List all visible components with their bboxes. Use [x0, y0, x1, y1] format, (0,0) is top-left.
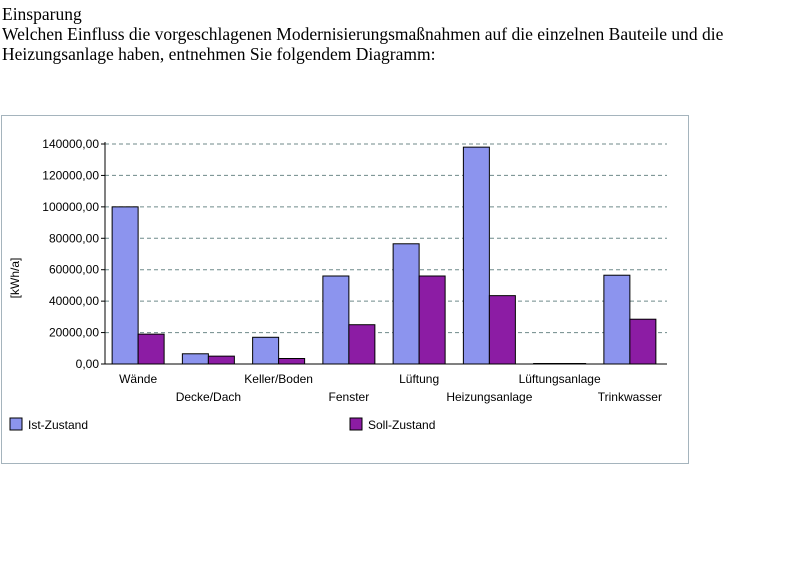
y-tick-label: 60000,00 [49, 263, 99, 277]
y-tick-label: 20000,00 [49, 326, 99, 340]
intro-paragraph: Welchen Einfluss die vorgeschlagenen Mod… [2, 24, 724, 64]
legend-swatch [9, 417, 23, 431]
bar-soll [348, 324, 376, 365]
bars [111, 146, 657, 365]
bar-soll [137, 333, 165, 365]
y-tick-label: 0,00 [76, 357, 100, 371]
category-label: Heizungsanlage [446, 390, 532, 404]
bar-ist [603, 274, 631, 365]
category-label: Wände [119, 372, 157, 386]
section-title: Einsparung [2, 4, 82, 24]
category-label: Keller/Boden [244, 372, 313, 386]
y-tick-label: 80000,00 [49, 231, 99, 245]
category-label: Decke/Dach [176, 390, 241, 404]
bar-chart: 0,00 20000,00 40000,00 60000,00 80000,00 1000… [8, 137, 667, 432]
category-label: Lüftung [399, 372, 439, 386]
y-tick-labels: 0,00 20000,00 40000,00 60000,00 80000,00 1000… [42, 137, 99, 371]
category-label: Fenster [329, 390, 370, 404]
bar-ist [322, 275, 350, 365]
intro-text-block: Einsparung Welchen Einfluss die vorgesch… [2, 4, 792, 64]
legend-label: Ist-Zustand [28, 418, 88, 432]
bar-ist [462, 146, 490, 365]
bar-ist [392, 243, 420, 365]
y-tick-label: 140000,00 [42, 137, 99, 151]
legend-label: Soll-Zustand [368, 418, 435, 432]
category-label: Trinkwasser [598, 390, 662, 404]
bar-ist [111, 206, 139, 365]
bar-soll [629, 318, 657, 365]
bar-soll [418, 275, 446, 365]
legend: Ist-Zustand Soll-Zustand [9, 417, 435, 432]
y-tick-label: 120000,00 [42, 168, 99, 182]
y-axis-title: [kWh/a] [8, 258, 22, 299]
y-tick-label: 40000,00 [49, 294, 99, 308]
chart-panel: 0,00 20000,00 40000,00 60000,00 80000,00 1000… [1, 115, 689, 464]
category-label: Lüftungsanlage [519, 372, 601, 386]
axes [101, 142, 667, 365]
y-tick-label: 100000,00 [42, 200, 99, 214]
grid-lines [105, 143, 667, 334]
bar-soll [278, 358, 306, 365]
bar-soll [207, 355, 235, 365]
bar-ist [252, 336, 280, 365]
bar-ist [181, 353, 209, 365]
legend-swatch [349, 417, 363, 431]
bar-soll [488, 295, 516, 365]
